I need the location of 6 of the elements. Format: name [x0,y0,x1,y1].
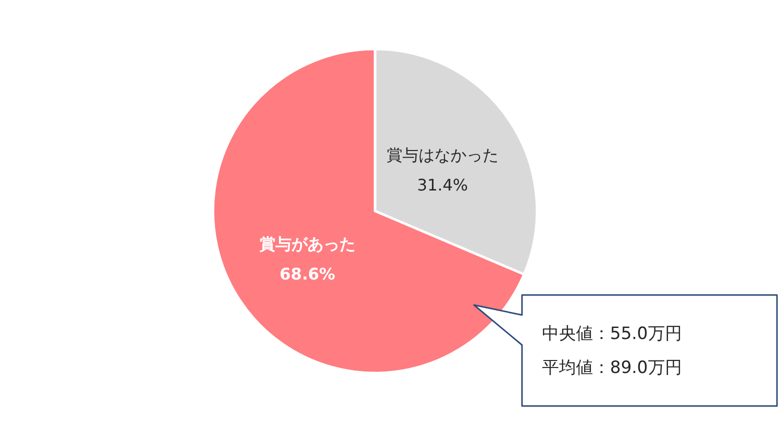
data-label: 31.4% [417,175,468,194]
text: 中央値：55.0万円 [542,324,682,344]
slice-label: 賞与はなかった [386,145,499,164]
data-label: 68.6% [280,264,336,284]
text: 平均値：89.0万円 [542,358,682,378]
slice-label: 賞与があった [259,234,356,254]
